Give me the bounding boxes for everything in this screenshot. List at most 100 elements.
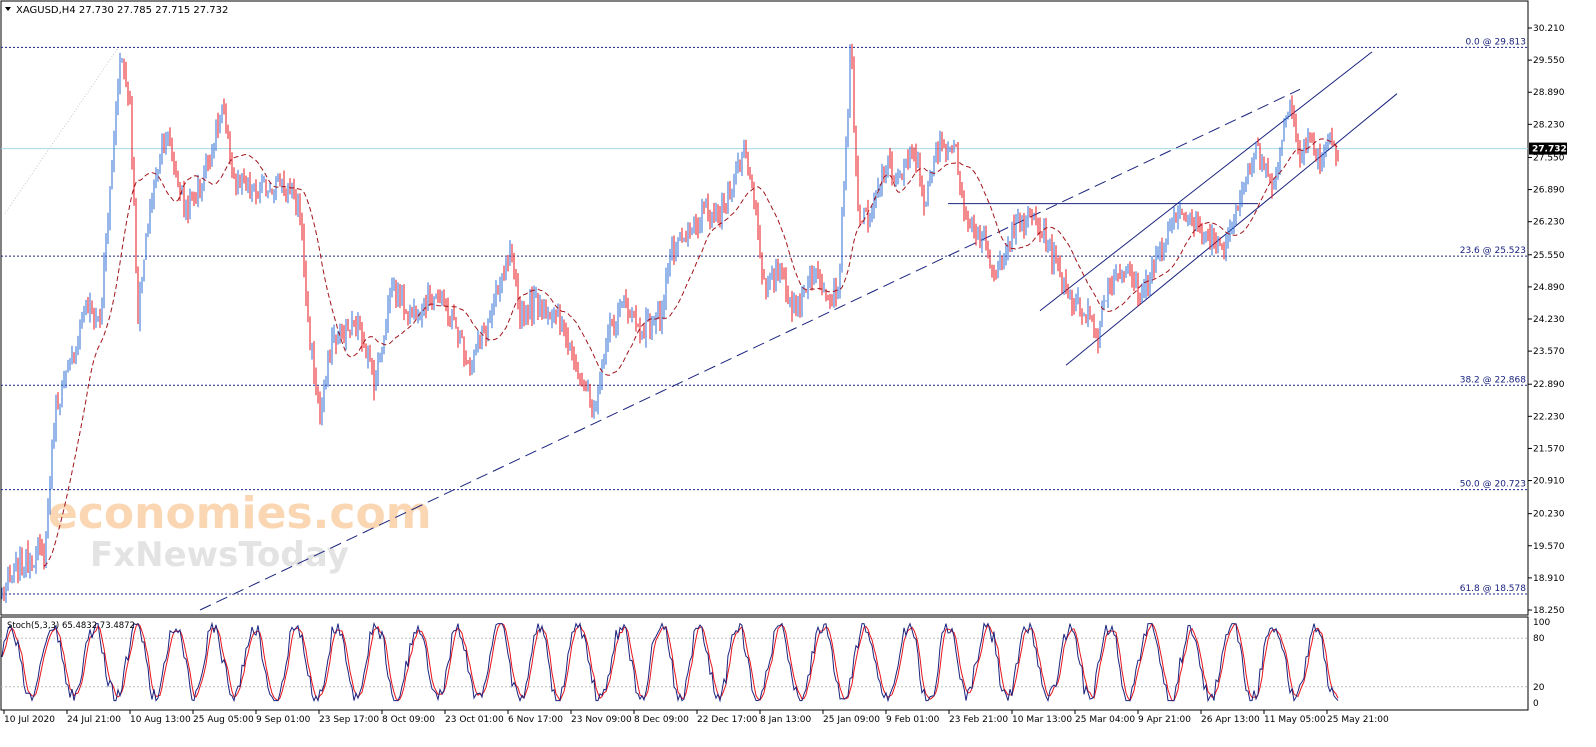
candle-body: [691, 230, 693, 232]
candle-body: [971, 216, 973, 226]
candle-body: [937, 151, 939, 155]
candle-body: [361, 329, 363, 342]
candle-body: [1217, 239, 1219, 245]
candle-body: [53, 431, 55, 442]
candle-body: [375, 379, 377, 391]
candle-body: [901, 175, 903, 179]
candle-body: [293, 187, 295, 191]
candle-body: [595, 404, 597, 411]
candle-body: [573, 350, 575, 365]
y-tick-label: 20.230: [1533, 510, 1565, 520]
candle-body: [709, 210, 711, 223]
candle-body: [983, 234, 985, 239]
candle-body: [1005, 251, 1007, 257]
fibonacci-levels: 0.0 @ 29.813 23.6 @ 25.523 38.2 @ 22.868 50…: [1, 37, 1528, 595]
candle-body: [585, 389, 587, 392]
candle-body: [1297, 140, 1299, 148]
candle-body: [671, 244, 673, 258]
candle-body: [219, 116, 221, 131]
candle-body: [1073, 306, 1075, 309]
candle-body: [575, 364, 577, 366]
candle-body: [693, 222, 695, 231]
candle-body: [1181, 209, 1183, 214]
candle-body: [661, 310, 663, 325]
candle-body: [477, 338, 479, 350]
candle-body: [225, 113, 227, 129]
candle-body: [905, 159, 907, 168]
candle-body: [445, 301, 447, 308]
candle-body: [229, 134, 231, 162]
candle-body: [1223, 249, 1225, 253]
candle-body: [557, 313, 559, 315]
candle-body: [1249, 165, 1251, 168]
candle-body: [93, 311, 95, 322]
y-tick-label: 23.570: [1533, 347, 1565, 357]
candle-body: [1063, 278, 1065, 286]
candle-body: [1163, 244, 1165, 254]
candle-body: [415, 307, 417, 321]
candle-body: [347, 321, 349, 330]
candle-body: [251, 190, 253, 194]
candle-body: [357, 317, 359, 335]
candle-body: [725, 206, 727, 208]
candle-body: [953, 145, 955, 152]
candle-body: [787, 295, 789, 302]
candle-body: [1143, 288, 1145, 291]
candle-body: [829, 296, 831, 300]
candle-body: [649, 314, 651, 332]
candle-body: [11, 576, 13, 578]
watermark: economies.com FxNewsToday: [48, 488, 432, 575]
candle-body: [201, 188, 203, 194]
candle-body: [645, 317, 647, 338]
candle-body: [103, 262, 105, 300]
candle-body: [447, 307, 449, 321]
candle-body: [1235, 205, 1237, 221]
candle-body: [535, 295, 537, 297]
candle-body: [1201, 224, 1203, 238]
candle-body: [1113, 279, 1115, 288]
candle-body: [1107, 281, 1109, 301]
candle-body: [819, 276, 821, 281]
candle-body: [605, 345, 607, 358]
candle-body: [81, 321, 83, 324]
candle-body: [559, 313, 561, 329]
candle-body: [747, 153, 749, 173]
candle-body: [699, 225, 701, 233]
candle-body: [1189, 213, 1191, 217]
candle-body: [125, 71, 127, 84]
x-tick-label: 11 May 05:00: [1264, 715, 1326, 725]
candle-body: [799, 302, 801, 311]
candle-body: [1131, 273, 1133, 280]
candle-body: [233, 173, 235, 179]
candle-body: [1079, 297, 1081, 313]
candle-body: [33, 564, 35, 568]
candle-body: [821, 280, 823, 292]
candle-body: [1309, 137, 1311, 139]
candle-body: [849, 51, 851, 111]
candle-body: [405, 312, 407, 314]
triangle-down-icon[interactable]: [5, 7, 11, 11]
candle-body: [875, 196, 877, 201]
candle-body: [651, 323, 653, 332]
candle-body: [131, 102, 133, 165]
candle-body: [1321, 157, 1323, 165]
candle-body: [133, 164, 135, 203]
candle-body: [555, 311, 557, 315]
candle-body: [695, 222, 697, 227]
candle-body: [493, 301, 495, 314]
candle-body: [541, 302, 543, 313]
candle-body: [1245, 177, 1247, 185]
candle-body: [755, 201, 757, 205]
x-tick-label: 23 Nov 09:00: [571, 715, 632, 725]
candle-body: [623, 296, 625, 302]
candle-body: [835, 288, 837, 300]
candle-body: [547, 314, 549, 319]
candle-body: [1329, 134, 1331, 139]
candle-body: [397, 285, 399, 298]
candle-body: [1009, 241, 1011, 243]
candle-body: [1195, 219, 1197, 231]
candle-body: [1171, 222, 1173, 225]
candle-body: [889, 157, 891, 161]
candle-body: [1157, 253, 1159, 255]
candle-body: [129, 96, 131, 103]
